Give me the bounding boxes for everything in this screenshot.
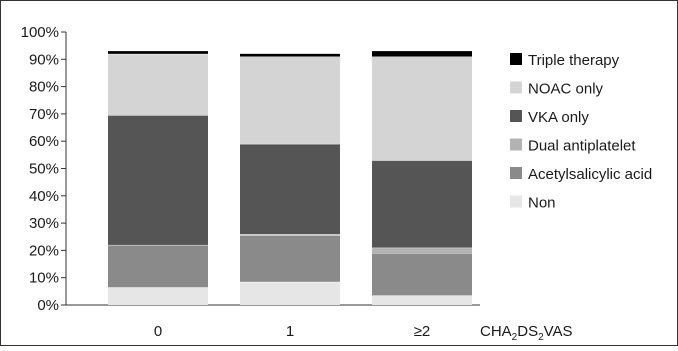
y-tick-label: 70% — [29, 106, 59, 123]
legend-label: Non — [528, 195, 556, 212]
bar-segment — [108, 244, 208, 288]
legend-label: NOAC only — [528, 81, 604, 98]
legend-swatch — [510, 195, 522, 208]
bars — [108, 51, 472, 305]
bar-segment — [372, 51, 472, 57]
x-axis-title-tail: VAS — [544, 323, 573, 340]
y-tick-label: 50% — [29, 161, 59, 178]
legend-label: Dual antiplatelet — [528, 138, 636, 155]
y-tick-label: 90% — [29, 51, 59, 68]
x-tick-label: 1 — [286, 323, 294, 340]
bar-segment — [372, 56, 472, 161]
legend-label: Acetylsalicylic acid — [528, 166, 652, 183]
bar-segment — [240, 53, 340, 57]
x-tick-label: ≥2 — [414, 323, 431, 340]
bar-segment — [240, 143, 340, 235]
y-tick-label: 80% — [29, 79, 59, 96]
x-axis-title-main: CHA — [480, 323, 512, 340]
y-tick-label: 10% — [29, 270, 59, 287]
y-tick-label: 0% — [37, 297, 59, 314]
x-axis-title-mid: DS — [517, 323, 538, 340]
y-tick-label: 20% — [29, 242, 59, 259]
bar-segment — [240, 235, 340, 282]
legend: Triple therapy NOAC only VKA only Dual anti… — [510, 52, 652, 212]
legend-swatch — [510, 53, 522, 65]
x-axis-title: CHA2DS2VAS — [480, 323, 573, 343]
x-axis-title-sub2: 2 — [538, 332, 544, 343]
legend-label: Triple therapy — [528, 52, 620, 69]
bar-segment — [372, 253, 472, 296]
bar-segment — [108, 51, 208, 54]
bar-segment — [240, 56, 340, 144]
bar-segment — [108, 287, 208, 305]
x-axis-title-sub1: 2 — [512, 332, 518, 343]
x-tick-label: 0 — [154, 323, 162, 340]
legend-swatch — [510, 110, 522, 122]
y-tick-label: 60% — [29, 133, 59, 150]
bar-segment — [108, 115, 208, 245]
y-tick-label: 30% — [29, 215, 59, 232]
x-axis-tick-labels: 0 1 ≥2 — [154, 323, 430, 340]
legend-label: VKA only — [528, 109, 589, 126]
y-tick-label: 100% — [21, 24, 59, 41]
legend-swatch — [510, 167, 522, 179]
bar-segment — [372, 247, 472, 254]
legend-swatch — [510, 138, 522, 151]
bar-segment — [240, 281, 340, 305]
legend-swatch — [510, 81, 522, 94]
y-axis: 0% 10% 20% 30% 40% 50% 60% 70% 80% 90% 100% — [21, 24, 480, 314]
bar-segment — [240, 234, 340, 236]
y-tick-label: 40% — [29, 188, 59, 205]
bar-segment — [372, 295, 472, 305]
bar-segment — [108, 53, 208, 116]
bar-segment — [372, 160, 472, 248]
